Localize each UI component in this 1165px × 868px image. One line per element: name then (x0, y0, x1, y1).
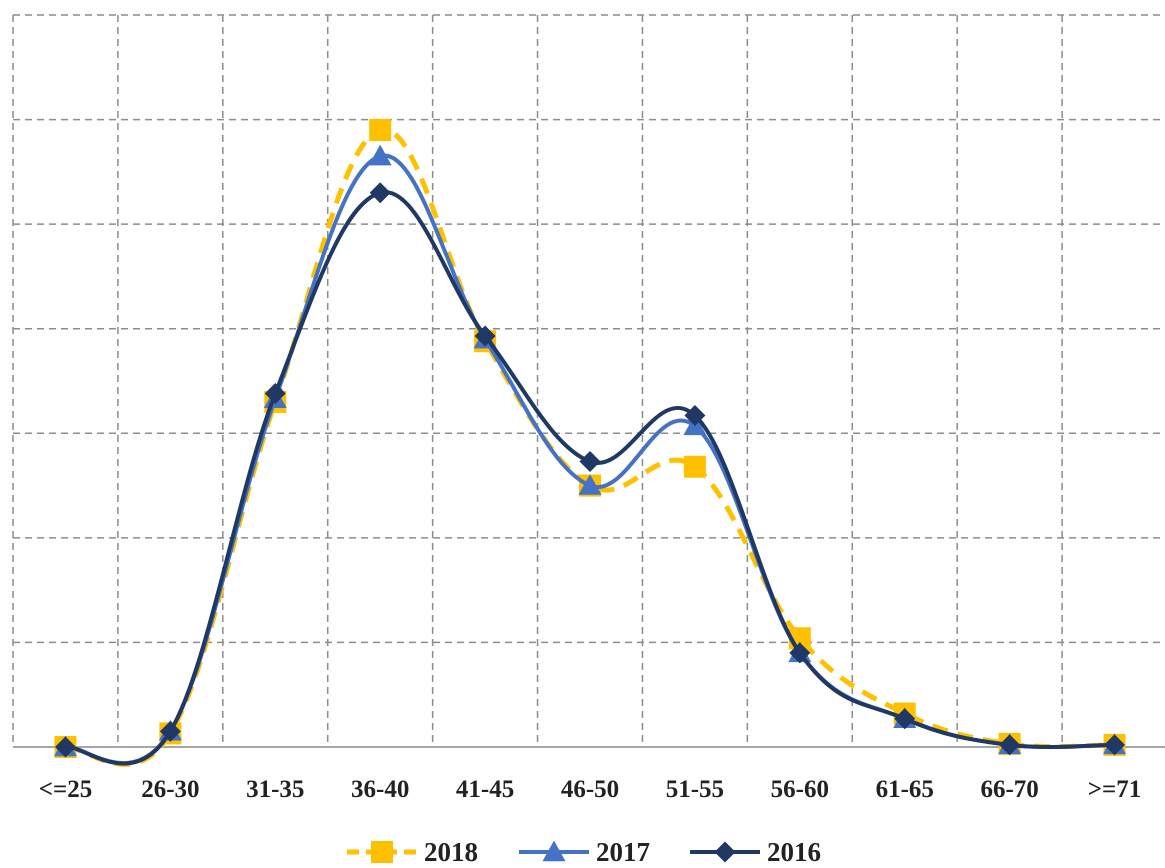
x-tick-label: 41-45 (456, 776, 514, 803)
legend: 2018 2017 2016 (347, 837, 821, 867)
data-point-2018-6 (683, 455, 706, 478)
data-point-2016-9 (999, 734, 1021, 756)
x-tick-labels: <=25 26-30 31-35 36-40 41-45 46-50 51-55 56-60 6… (39, 776, 1142, 803)
data-point-2016-7 (789, 642, 811, 664)
x-tick-label: <=25 (39, 776, 93, 803)
series-2016 (54, 182, 1126, 766)
legend-label-2018: 2018 (424, 837, 478, 867)
x-tick-label: 36-40 (351, 776, 409, 803)
legend-label-2016: 2016 (767, 837, 821, 867)
data-point-2016-3 (369, 182, 391, 204)
x-tick-label: 51-55 (666, 776, 724, 803)
data-point-2016-1 (159, 720, 181, 742)
data-point-2016-6 (684, 405, 706, 427)
data-point-2016-5 (579, 451, 601, 473)
data-point-2016-10 (1104, 734, 1126, 756)
x-tick-label: 61-65 (876, 776, 934, 803)
legend-marker-2017 (542, 840, 566, 862)
data-point-2016-2 (264, 383, 286, 405)
x-tick-label: 31-35 (246, 776, 304, 803)
data-point-2017-3 (368, 144, 392, 166)
legend-item-2016: 2016 (690, 837, 821, 867)
x-tick-label: 66-70 (980, 776, 1038, 803)
x-tick-label: >=71 (1088, 776, 1142, 803)
data-point-2017-5 (578, 474, 602, 495)
legend-marker-2016 (714, 841, 736, 863)
legend-item-2017: 2017 (519, 837, 650, 867)
data-point-2016-8 (894, 708, 916, 730)
legend-marker-2018 (371, 841, 393, 863)
x-tick-label: 46-50 (561, 776, 619, 803)
data-point-2016-0 (54, 736, 76, 758)
series-layer (53, 119, 1127, 767)
legend-item-2018: 2018 (347, 837, 478, 867)
series-2018 (54, 119, 1126, 767)
x-tick-label: 56-60 (771, 776, 829, 803)
data-point-2018-3 (369, 119, 392, 142)
gridlines (12, 14, 1165, 747)
data-point-2016-4 (474, 325, 496, 347)
legend-label-2017: 2017 (596, 837, 650, 867)
x-tick-label: 26-30 (141, 776, 199, 803)
